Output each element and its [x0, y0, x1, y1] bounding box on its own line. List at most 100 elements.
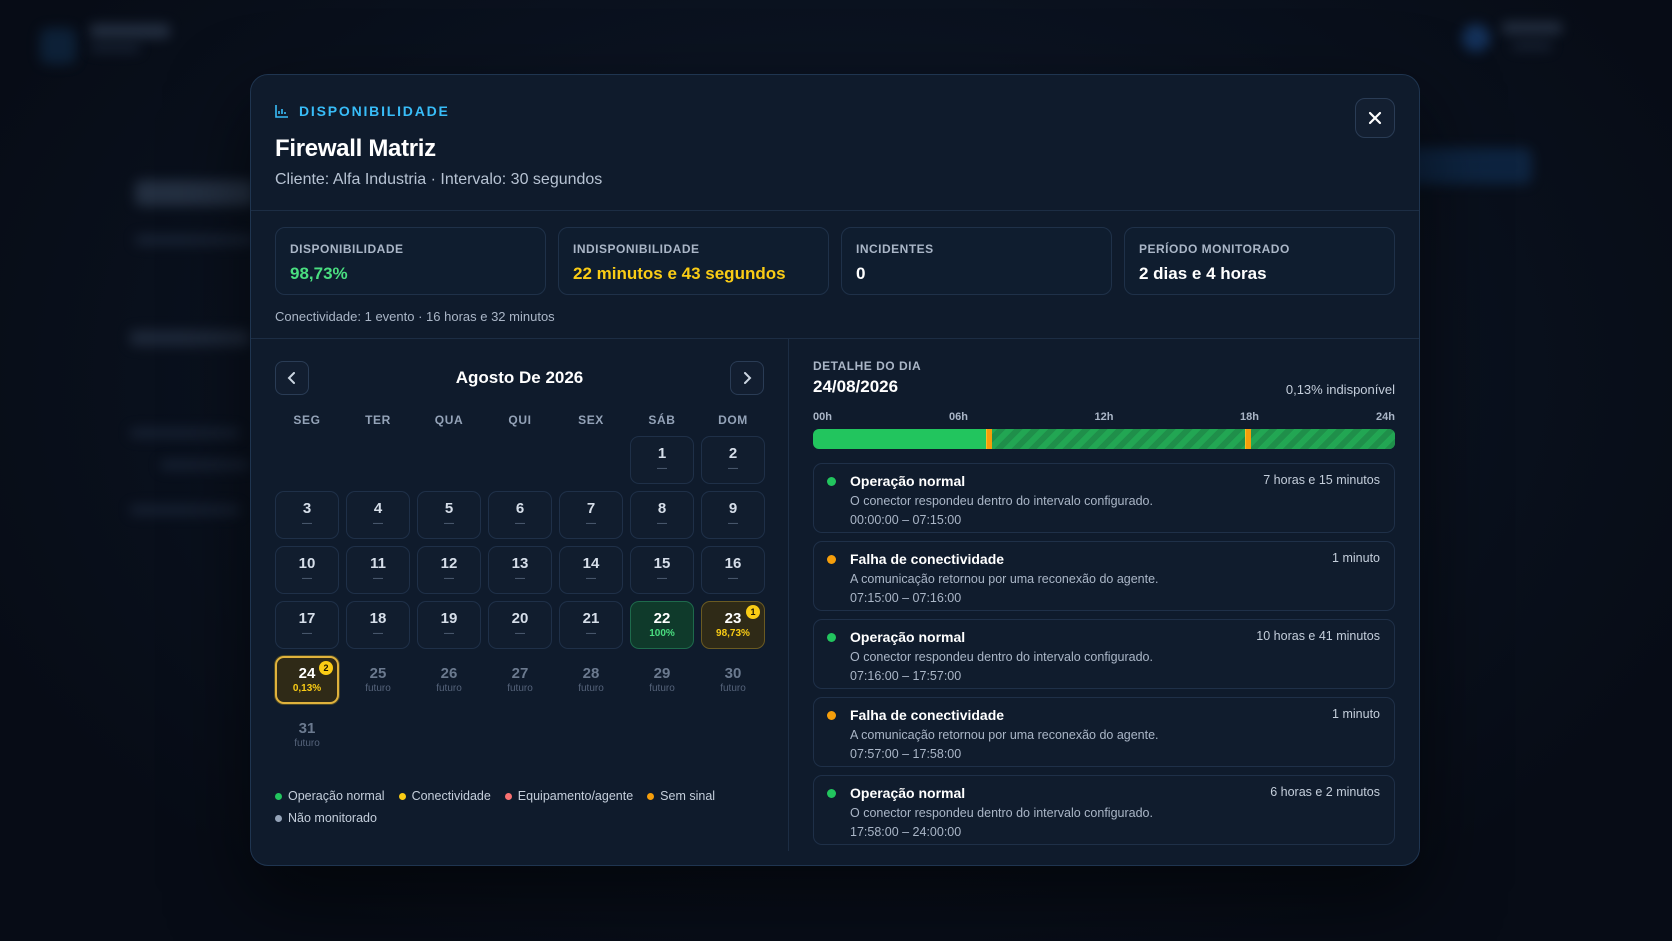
event-description: A comunicação retornou por uma reconexão…: [850, 728, 1159, 742]
calendar-day[interactable]: 25 futuro: [346, 656, 410, 704]
list-item-placeholder: [130, 428, 240, 438]
next-month-button[interactable]: [729, 361, 764, 395]
hour-tick-label: 24h: [1376, 411, 1395, 423]
event-header: Operação normal 10 horas e 41 minutos: [850, 629, 1380, 645]
legend-item: Equipamento/agente: [504, 789, 634, 803]
calendar-day[interactable]: 18—: [346, 601, 410, 649]
legend-dot-icon: [275, 792, 282, 800]
calendar-day[interactable]: 19—: [417, 601, 481, 649]
day-number: 24: [298, 664, 316, 682]
day-status: 100%: [649, 627, 675, 639]
calendar-day[interactable]: 15—: [630, 546, 694, 594]
calendar-empty-cell: [559, 436, 623, 484]
day-unavailable-percent: 0,13% indisponível: [1285, 382, 1395, 397]
timeline-event[interactable]: Falha de conectividade 1 minuto A comunica…: [813, 697, 1395, 767]
calendar-day[interactable]: 21—: [559, 601, 623, 649]
event-description: O conector respondeu dentro do intervalo…: [850, 650, 1153, 664]
stat-label: INCIDENTES: [856, 242, 934, 256]
calendar-legend: Operação normal Conectividade Equipamento/…: [275, 789, 745, 825]
event-count-badge: 1: [746, 605, 760, 619]
status-dot-icon: [827, 477, 836, 486]
event-duration: 1 minuto: [1332, 551, 1380, 565]
timeline-event[interactable]: Operação normal 6 horas e 2 minutos O cone…: [813, 775, 1395, 845]
calendar-day[interactable]: 7—: [559, 491, 623, 539]
day-detail-header: 24/08/2026 0,13% indisponível: [813, 377, 1395, 397]
calendar-day[interactable]: 16—: [701, 546, 765, 594]
event-time-range: 17:58:00 – 24:00:00: [850, 825, 962, 839]
prev-month-button[interactable]: [275, 361, 309, 395]
timeline-event[interactable]: Falha de conectividade 1 minuto A comunica…: [813, 541, 1395, 611]
day-number: 22: [653, 609, 671, 627]
calendar-day[interactable]: 17—: [275, 601, 339, 649]
day-number: 17: [298, 609, 316, 627]
calendar-header: Agosto De 2026: [275, 361, 764, 395]
event-header: Operação normal 6 horas e 2 minutos: [850, 785, 1380, 801]
eyebrow-label: DISPONIBILIDADE: [299, 103, 450, 119]
calendar-day[interactable]: 31 futuro: [275, 711, 339, 759]
event-duration: 1 minuto: [1332, 707, 1380, 721]
event-header: Operação normal 7 horas e 15 minutos: [850, 473, 1380, 489]
day-number: 3: [302, 499, 312, 517]
calendar-day[interactable]: 5—: [417, 491, 481, 539]
app-logo: [40, 28, 76, 64]
close-button[interactable]: [1355, 98, 1395, 138]
event-header: Falha de conectividade 1 minuto: [850, 707, 1380, 723]
calendar-day[interactable]: 28 futuro: [559, 656, 623, 704]
calendar-day[interactable]: 12—: [417, 546, 481, 594]
calendar-day[interactable]: 27 futuro: [488, 656, 552, 704]
day-status: futuro: [365, 682, 391, 694]
event-count-badge: 2: [319, 661, 333, 675]
day-status: —: [302, 517, 312, 529]
calendar-day[interactable]: 26 futuro: [417, 656, 481, 704]
hour-tick-label: 18h: [1240, 411, 1259, 423]
calendar-day[interactable]: 22 100%: [630, 601, 694, 649]
calendar-day[interactable]: 11—: [346, 546, 410, 594]
calendar-day[interactable]: 4—: [346, 491, 410, 539]
calendar-day[interactable]: 3—: [275, 491, 339, 539]
calendar-day[interactable]: 6—: [488, 491, 552, 539]
calendar-day[interactable]: 9—: [701, 491, 765, 539]
legend-item: Operação normal: [275, 789, 385, 803]
day-status: —: [728, 517, 738, 529]
event-title: Operação normal: [850, 785, 966, 801]
event-title: Falha de conectividade: [850, 551, 1005, 567]
day-status: —: [728, 462, 738, 474]
day-status: —: [373, 627, 383, 639]
calendar-day[interactable]: 30 futuro: [701, 656, 765, 704]
event-time-range: 07:57:00 – 17:58:00: [850, 747, 962, 761]
day-number: 23: [724, 609, 742, 627]
day-number: 1: [657, 444, 667, 462]
day-status: —: [302, 572, 312, 584]
calendar-day[interactable]: 13—: [488, 546, 552, 594]
event-description: A comunicação retornou por uma reconexão…: [850, 572, 1159, 586]
timeline-event[interactable]: Operação normal 7 horas e 15 minutos O con…: [813, 463, 1395, 533]
day-number: 21: [582, 609, 600, 627]
calendar-day[interactable]: 10—: [275, 546, 339, 594]
day-number: 15: [653, 554, 671, 572]
calendar-day[interactable]: 2—: [701, 436, 765, 484]
calendar-day[interactable]: 29 futuro: [630, 656, 694, 704]
calendar-day[interactable]: 1—: [630, 436, 694, 484]
calendar-empty-cell: [417, 436, 481, 484]
day-status: —: [515, 517, 525, 529]
weekday-label: SÁB: [648, 413, 676, 427]
calendar-day[interactable]: 20—: [488, 601, 552, 649]
page-title-placeholder: [135, 180, 255, 206]
legend-item: Conectividade: [398, 789, 491, 803]
event-title: Operação normal: [850, 473, 966, 489]
avatar: [1462, 24, 1490, 52]
day-status: —: [444, 627, 454, 639]
legend-label: Equipamento/agente: [517, 789, 634, 803]
timeline-segment-failure: [1245, 429, 1252, 449]
list-item-placeholder: [130, 505, 240, 515]
calendar-day[interactable]: 8—: [630, 491, 694, 539]
day-timeline-bar: [813, 429, 1395, 449]
status-dot-icon: [827, 633, 836, 642]
calendar-day[interactable]: 23 98,73% 1: [701, 601, 765, 649]
calendar-day[interactable]: 14—: [559, 546, 623, 594]
day-status: —: [657, 572, 667, 584]
calendar-day[interactable]: 24 0,13% 2: [275, 656, 339, 704]
day-status: 98,73%: [716, 627, 750, 639]
day-status: 0,13%: [292, 682, 322, 694]
timeline-event[interactable]: Operação normal 10 horas e 41 minutos O co…: [813, 619, 1395, 689]
